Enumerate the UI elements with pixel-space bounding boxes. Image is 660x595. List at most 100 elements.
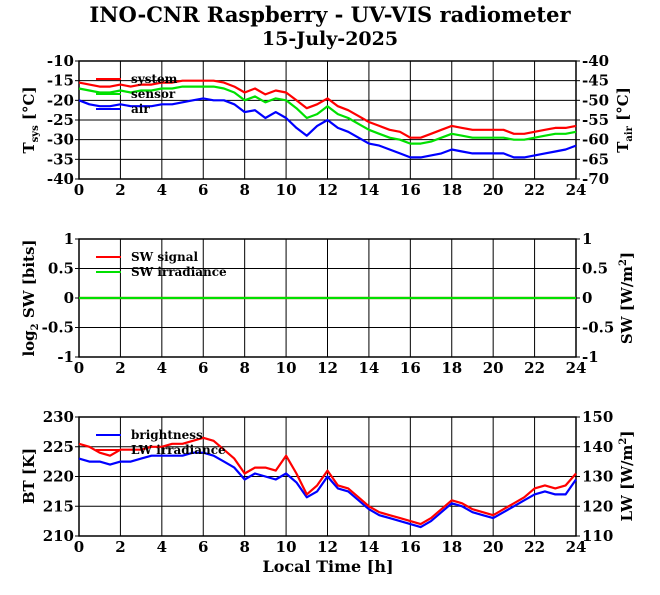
x-tick-label: 22 [524, 181, 545, 199]
y-tick-label-right: -70 [582, 170, 609, 188]
legend-label: system [131, 72, 178, 86]
y-tick-label-left: -0.5 [42, 319, 74, 337]
x-tick-label: 14 [358, 538, 379, 556]
x-tick-label: 12 [317, 181, 338, 199]
y-tick-label-left: 220 [43, 468, 74, 486]
series-line-lw-irradiance [78, 436, 577, 526]
y-tick-label-right: -1 [582, 348, 599, 366]
y-axis-label-right: SW [W/m2] [618, 252, 636, 344]
panel-shortwave: 0 2 4 6 8 10 12 14 16 18 20 22 2410.50-0.5-110.50-0.… [20, 230, 636, 377]
x-tick-label: 22 [524, 359, 545, 377]
x-tick-label: 16 [400, 181, 421, 199]
y-tick-label-left: 0 [64, 289, 74, 307]
legend-label: SW irradiance [131, 265, 227, 279]
y-tick-label-left: -40 [47, 170, 74, 188]
y-tick-label-left: 0.5 [48, 260, 74, 278]
y-axis-label-left: Tsys [°C] [20, 86, 41, 153]
panel-longwave: 0 2 4 6 8 10 12 14 16 18 20 22 242302252202152101501… [20, 408, 636, 556]
y-tick-label-right: 120 [582, 497, 613, 515]
x-tick-label: 14 [358, 359, 379, 377]
x-tick-label: 24 [566, 359, 587, 377]
y-tick-label-left: 225 [43, 438, 74, 456]
x-tick-label: 10 [276, 359, 297, 377]
x-tick-label: 6 [198, 359, 208, 377]
y-tick-label-right: -60 [582, 131, 609, 149]
x-tick-label: 4 [157, 181, 167, 199]
y-tick-label-left: 230 [43, 408, 74, 426]
x-tick-label: 16 [400, 538, 421, 556]
x-tick-label: 2 [115, 359, 125, 377]
x-tick-label: 18 [441, 181, 462, 199]
plot-frame [78, 60, 577, 180]
x-tick-label: 0 [74, 538, 84, 556]
y-tick-label-right: -65 [582, 150, 609, 168]
legend-label: sensor [131, 87, 176, 101]
x-tick-label: 8 [239, 181, 249, 199]
y-tick-label-right: -0.5 [582, 319, 614, 337]
y-tick-label-right: -40 [582, 52, 609, 70]
y-tick-label-left: -25 [47, 111, 74, 129]
y-tick-label-left: 1 [64, 230, 74, 248]
y-tick-label-right: 140 [582, 438, 613, 456]
x-tick-label: 18 [441, 359, 462, 377]
y-tick-label-right: 130 [582, 468, 613, 486]
y-tick-label-right: 0 [582, 289, 592, 307]
y-tick-label-right: 150 [582, 408, 613, 426]
y-tick-label-left: 215 [43, 497, 74, 515]
chart-title: INO-CNR Raspberry - UV-VIS radiometer [89, 2, 571, 27]
y-tick-label-left: -1 [57, 348, 74, 366]
y-tick-label-left: -35 [47, 150, 74, 168]
x-tick-label: 0 [74, 359, 84, 377]
x-tick-label: 22 [524, 538, 545, 556]
y-tick-label-left: 210 [43, 527, 74, 545]
x-tick-label: 24 [566, 181, 587, 199]
x-tick-label: 8 [239, 359, 249, 377]
legend-label: air [131, 102, 150, 116]
chart-subtitle: 15-July-2025 [261, 28, 399, 50]
x-tick-label: 4 [157, 538, 167, 556]
panel-temperature: 0 2 4 6 8 10 12 14 16 18 20 22 24-10-15-20-25-30-35-… [20, 52, 635, 199]
series-line-brightness [78, 451, 577, 529]
y-tick-label-left: -30 [47, 131, 74, 149]
x-tick-label: 14 [358, 181, 379, 199]
y-tick-label-right: 1 [582, 230, 592, 248]
y-axis-label-right: LW [W/m2] [618, 431, 636, 522]
x-tick-label: 16 [400, 359, 421, 377]
legend-label: brightness [131, 428, 203, 442]
y-tick-label-right: -45 [582, 72, 609, 90]
x-tick-label: 12 [317, 359, 338, 377]
series-line-system [78, 79, 577, 139]
y-tick-label-right: -55 [582, 111, 609, 129]
y-tick-label-right: 110 [582, 527, 613, 545]
x-tick-label: 20 [483, 181, 504, 199]
y-axis-label-left: log2 SW [bits] [20, 239, 41, 356]
x-tick-label: 20 [483, 538, 504, 556]
y-tick-label-left: -15 [47, 72, 74, 90]
plot-frame [78, 416, 577, 537]
x-tick-label: 10 [276, 181, 297, 199]
legend-label: SW signal [131, 250, 199, 264]
y-axis-label-left: BT [K] [20, 448, 38, 504]
y-tick-label-right: -50 [582, 91, 609, 109]
x-tick-label: 18 [441, 538, 462, 556]
x-tick-label: 2 [115, 538, 125, 556]
y-tick-label-left: -20 [47, 91, 74, 109]
y-tick-label-left: -10 [47, 52, 74, 70]
legend-label: LW irradiance [131, 443, 226, 457]
x-tick-label: 20 [483, 359, 504, 377]
x-tick-label: 12 [317, 538, 338, 556]
x-axis-label: Local Time [h] [262, 557, 393, 576]
x-tick-label: 2 [115, 181, 125, 199]
x-tick-label: 4 [157, 359, 167, 377]
x-tick-label: 0 [74, 181, 84, 199]
x-tick-label: 6 [198, 538, 208, 556]
y-axis-label-right: Tair [°C] [614, 87, 635, 153]
x-tick-label: 6 [198, 181, 208, 199]
series-line-sensor [78, 85, 577, 145]
y-tick-label-right: 0.5 [582, 260, 608, 278]
x-tick-label: 10 [276, 538, 297, 556]
x-tick-label: 24 [566, 538, 587, 556]
series-line-air [78, 97, 577, 159]
x-tick-label: 8 [239, 538, 249, 556]
